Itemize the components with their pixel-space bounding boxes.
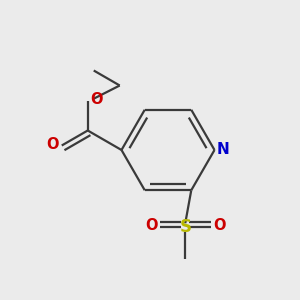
Text: O: O (145, 218, 158, 233)
Text: O: O (46, 136, 59, 152)
Text: O: O (213, 218, 225, 233)
Text: O: O (90, 92, 102, 106)
Text: S: S (179, 218, 191, 236)
Text: N: N (217, 142, 229, 158)
